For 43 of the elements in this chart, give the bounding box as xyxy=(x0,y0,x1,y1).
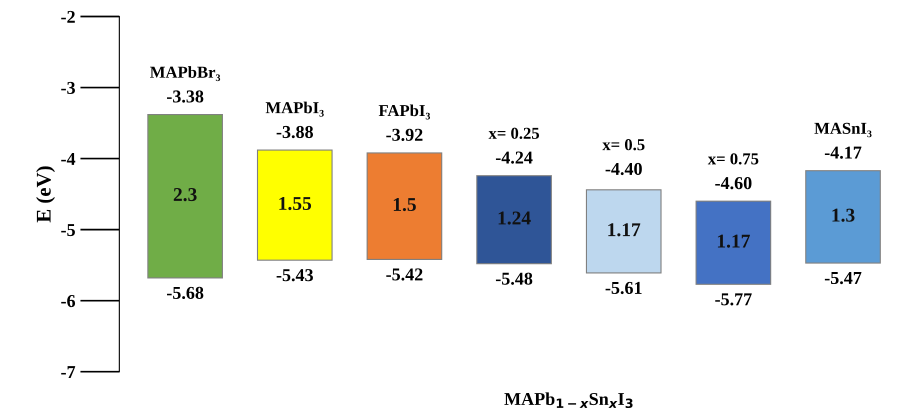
bar xyxy=(805,170,881,264)
annotation: -5.77 xyxy=(715,293,752,306)
bar xyxy=(586,189,662,274)
data-label: 2.3 xyxy=(174,188,197,202)
annotation: -4.40 xyxy=(606,162,642,176)
annotation: -4.17 xyxy=(824,146,862,159)
x-tick-label: MASnI₃ xyxy=(814,122,872,138)
x-tick-label: x= 0.25 xyxy=(488,128,540,139)
x-tick-label: MAPbBr₃ xyxy=(150,66,220,82)
x-tick-label: x= 0.75 xyxy=(708,153,758,165)
y-tick-label: -2 xyxy=(61,10,75,23)
annotation: -4.60 xyxy=(715,177,752,190)
data-label: 1.5 xyxy=(394,198,416,212)
data-label: 1.3 xyxy=(832,208,855,222)
bar xyxy=(256,150,333,261)
bar xyxy=(476,175,552,264)
annotation: -5.61 xyxy=(606,282,642,294)
data-label: 1.55 xyxy=(279,196,312,210)
bar xyxy=(147,114,223,278)
annotation: -4.24 xyxy=(496,152,533,164)
bar xyxy=(696,200,772,285)
x-tick-label: FAPbI₃ xyxy=(378,104,430,120)
y-axis-title: E (eV) xyxy=(36,166,55,222)
y-tick-label: -3 xyxy=(61,82,75,94)
bar xyxy=(366,152,442,260)
annotation: -5.68 xyxy=(166,286,204,300)
x-tick-label: x= 0.5 xyxy=(602,139,645,150)
y-tick-label: -5 xyxy=(61,224,75,236)
annotation: -3.92 xyxy=(386,128,422,141)
annotation: -3.88 xyxy=(276,126,313,138)
annotation: -3.38 xyxy=(166,90,204,103)
data-label: 1.24 xyxy=(498,211,531,225)
y-tick-label: -4 xyxy=(61,152,76,165)
annotation: -5.42 xyxy=(386,268,422,281)
annotation: -5.43 xyxy=(276,269,313,282)
y-tick-label: -6 xyxy=(61,294,76,308)
x-tick-label: MAPbI₃ xyxy=(266,102,324,117)
annotation: -5.48 xyxy=(496,272,532,285)
annotation: -5.47 xyxy=(824,272,862,284)
text: MAPb$_{1−x}$Sn$_{x}$I$_{3}$ xyxy=(504,392,633,408)
y-tick-label: -7 xyxy=(61,366,76,378)
data-label: 1.17 xyxy=(608,223,640,236)
data-label: 1.17 xyxy=(718,234,750,248)
